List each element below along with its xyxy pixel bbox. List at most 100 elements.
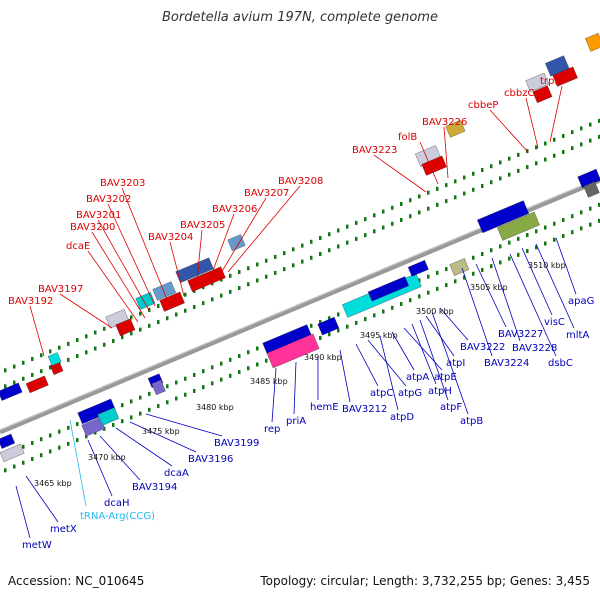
gene-feature (585, 32, 600, 52)
scale-label: 3470 kbp (88, 453, 126, 462)
reverse-gene-label: BAV3196 (188, 454, 233, 465)
reverse-gene-label: BAV3199 (214, 438, 259, 449)
callout-line (97, 219, 151, 313)
gene-feature (525, 72, 549, 92)
reverse-gene-label: dcaA (164, 468, 189, 479)
forward-gene-label: cbbzC (504, 88, 534, 99)
callout-line (443, 126, 449, 179)
callout-line (373, 154, 427, 193)
scale-label: 3490 kbp (304, 353, 342, 362)
gene-feature (552, 66, 578, 87)
callout-line (169, 241, 185, 297)
callout-line (509, 253, 557, 357)
scale-label: 3485 kbp (250, 377, 288, 386)
callout-line (339, 349, 351, 403)
callout-line (535, 243, 575, 329)
reverse-gene-label: BAV3194 (132, 482, 177, 493)
scale-label: 3510 kbp (528, 261, 566, 270)
callout-line (87, 250, 139, 323)
callout-line (439, 307, 469, 341)
gene-feature (175, 257, 214, 283)
label-callouts (15, 85, 577, 539)
gene-feature (532, 85, 553, 104)
reverse-gene-label: dcaH (104, 498, 130, 509)
scale-label: 3495 kbp (360, 331, 398, 340)
callout-line (271, 367, 277, 423)
gene-feature (47, 352, 62, 366)
scale-label: 3475 kbp (142, 427, 180, 436)
callout-line (25, 475, 59, 523)
gene-feature (421, 155, 447, 176)
gene-feature (497, 211, 540, 241)
callout-line (293, 361, 297, 415)
map-title: Bordetella avium 197N, complete genome (162, 10, 438, 25)
forward-gene-label: BAV3192 (8, 296, 53, 307)
reverse-gene-label: atpI (446, 358, 465, 369)
gene-feature (0, 382, 23, 401)
callout-line (29, 305, 45, 357)
forward-gene-label: folB (398, 132, 417, 143)
callout-line (489, 109, 529, 153)
callout-line (419, 141, 439, 185)
scale-label: 3505 kbp (470, 283, 508, 292)
scale-label: 3465 kbp (34, 479, 72, 488)
callout-line (419, 319, 449, 401)
callout-line (59, 293, 113, 329)
callout-line (391, 331, 415, 371)
gene-feature (0, 433, 16, 449)
callout-line (379, 335, 399, 411)
forward-gene-label: BAV3208 (278, 176, 323, 187)
callout-line (207, 213, 235, 285)
callout-line (367, 339, 407, 387)
reverse-gene-label: BAV3222 (460, 342, 505, 353)
callout-line (555, 237, 577, 295)
gene-feature (135, 292, 156, 310)
reverse-gene-label: mltA (566, 330, 589, 341)
forward-gene-label: BAV3226 (422, 117, 467, 128)
gene-feature (445, 119, 466, 138)
forward-gene-label: BAV3223 (352, 145, 397, 156)
reverse-gene-label: BAV3224 (484, 358, 529, 369)
gene-feature (159, 291, 185, 312)
forward-gene-label: BAV3206 (212, 204, 257, 215)
forward-gene-label: dcaE (66, 241, 90, 252)
forward-gene-label: BAV3207 (244, 188, 289, 199)
callout-line (549, 85, 563, 143)
forward-gene-label: BAV3201 (76, 210, 121, 221)
callout-line (425, 315, 455, 357)
scale-label: 3480 kbp (196, 403, 234, 412)
reverse-gene-label: atpG (398, 388, 422, 399)
gene-feature (115, 318, 136, 337)
gene-feature (266, 333, 320, 369)
reverse-gene-label: apaG (568, 296, 594, 307)
gene-feature (583, 181, 600, 198)
callout-line (195, 229, 203, 291)
reverse-gene-label: BAV3212 (342, 404, 387, 415)
reverse-gene-label: hemE (310, 402, 339, 413)
gene-feature (0, 443, 25, 462)
gene-feature (25, 375, 49, 394)
forward-gene-label: BAV3197 (38, 284, 83, 295)
reverse-gene-label: BAV3227 (498, 329, 543, 340)
reverse-gene-label: atpE (434, 372, 457, 383)
reverse-gene-label: priA (286, 416, 306, 427)
gene-feature (187, 266, 226, 292)
forward-gene-label: BAV3202 (86, 194, 131, 205)
callout-line (461, 267, 493, 357)
gene-feature (97, 407, 120, 426)
gene-feature (367, 276, 410, 302)
reverse-gene-label: metW (22, 540, 52, 551)
gene-feature (449, 258, 470, 276)
gene-feature (227, 234, 246, 252)
callout-line (227, 185, 301, 273)
forward-gene-label: BAV3200 (70, 222, 115, 233)
forward-gene-label: BAV3204 (148, 232, 193, 243)
callout-line (121, 187, 169, 303)
genome-summary: Topology: circular; Length: 3,732,255 bp… (260, 574, 590, 588)
forward-gene-label: cbbeP (468, 100, 498, 111)
gene-features (0, 32, 600, 462)
reverse-gene-label: dsbC (548, 358, 573, 369)
forward-gene-label: trpE (540, 76, 561, 87)
